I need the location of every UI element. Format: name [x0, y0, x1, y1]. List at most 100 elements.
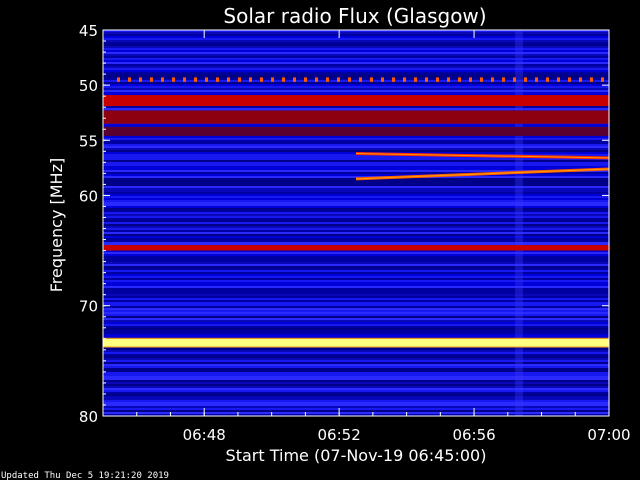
noise-stripe	[103, 212, 609, 214]
noise-stripe	[103, 394, 609, 396]
noise-stripe	[103, 336, 609, 338]
noise-stripe	[103, 184, 609, 186]
noise-stripe	[103, 170, 609, 172]
noise-stripe	[103, 370, 609, 372]
noise-stripe	[103, 52, 609, 54]
noise-stripe	[103, 318, 609, 320]
noise-stripe	[103, 182, 609, 184]
band-dot	[194, 77, 197, 82]
noise-stripe	[103, 378, 609, 380]
band-dot	[480, 77, 483, 82]
noise-stripe	[103, 262, 609, 264]
noise-stripe	[103, 78, 609, 80]
noise-stripe	[103, 274, 609, 276]
plot-area	[102, 29, 610, 417]
noise-stripe	[103, 322, 609, 324]
band-dot	[348, 77, 351, 82]
band-dot	[172, 77, 175, 82]
band-dot	[117, 77, 120, 82]
noise-stripe	[103, 70, 609, 72]
noise-stripe	[103, 92, 609, 94]
band-dot	[249, 77, 252, 82]
noise-stripe	[103, 356, 609, 358]
noise-stripe	[103, 254, 609, 256]
band-dot	[557, 77, 560, 82]
noise-stripe	[103, 382, 609, 384]
noise-stripe	[103, 216, 609, 218]
emission-bands	[103, 77, 609, 348]
background-stripes	[103, 30, 609, 416]
noise-stripe	[103, 126, 609, 128]
band-dot	[590, 77, 593, 82]
band-dot	[579, 77, 582, 82]
noise-stripe	[103, 186, 609, 188]
noise-stripe	[103, 314, 609, 316]
noise-stripe	[103, 226, 609, 228]
noise-stripe	[103, 68, 609, 70]
noise-stripe	[103, 300, 609, 302]
noise-stripe	[103, 146, 609, 148]
noise-stripe	[103, 74, 609, 76]
updated-timestamp: Updated Thu Dec 5 19:21:20 2019	[1, 471, 169, 480]
noise-stripe	[103, 268, 609, 270]
noise-stripe	[103, 138, 609, 140]
noise-stripe	[103, 374, 609, 376]
noise-stripe	[103, 256, 609, 258]
noise-stripe	[103, 162, 609, 164]
noise-stripe	[103, 124, 609, 126]
noise-stripe	[103, 80, 609, 82]
emission-band	[103, 110, 609, 124]
noise-stripe	[103, 266, 609, 268]
noise-stripe	[103, 332, 609, 334]
noise-stripe	[103, 294, 609, 296]
x-tick-label: 06:48	[183, 426, 226, 444]
noise-stripe	[103, 136, 609, 138]
noise-stripe	[103, 358, 609, 360]
noise-stripe	[103, 364, 609, 366]
noise-stripe	[103, 380, 609, 382]
noise-stripe	[103, 160, 609, 162]
radio-burst-core	[355, 153, 610, 159]
noise-stripe	[103, 218, 609, 220]
noise-stripe	[103, 196, 609, 198]
noise-stripe	[103, 30, 609, 32]
band-dot	[227, 77, 230, 82]
noise-stripe	[103, 354, 609, 356]
band-dot	[139, 77, 142, 82]
y-tick-label: 45	[79, 22, 98, 40]
noise-stripe	[103, 86, 609, 88]
band-dot	[447, 77, 450, 82]
noise-stripe	[103, 280, 609, 282]
noise-stripe	[103, 62, 609, 64]
noise-stripe	[103, 198, 609, 200]
noise-stripe	[103, 148, 609, 150]
noise-stripe	[103, 66, 609, 68]
noise-stripe	[103, 232, 609, 234]
noise-stripe	[103, 56, 609, 58]
noise-stripe	[103, 204, 609, 206]
noise-stripe	[103, 350, 609, 352]
band-dot	[535, 77, 538, 82]
noise-stripe	[103, 192, 609, 194]
noise-stripe	[103, 302, 609, 304]
noise-stripe	[103, 240, 609, 242]
band-dot	[568, 77, 571, 82]
noise-stripe	[103, 352, 609, 354]
noise-stripe	[103, 384, 609, 386]
y-tick-label: 50	[79, 77, 98, 95]
band-dot	[601, 77, 604, 82]
noise-stripe	[103, 324, 609, 326]
noise-stripe	[103, 222, 609, 224]
noise-stripe	[103, 396, 609, 398]
band-edge	[103, 346, 609, 348]
noise-stripe	[103, 298, 609, 300]
band-dot	[491, 77, 494, 82]
y-axis: 45 50 55 60 70 80	[79, 22, 609, 426]
noise-stripe	[103, 348, 609, 350]
noise-stripe	[103, 64, 609, 66]
noise-stripe	[103, 36, 609, 38]
noise-stripe	[103, 158, 609, 160]
noise-stripe	[103, 72, 609, 74]
y-tick-label: 60	[79, 187, 98, 205]
noise-stripe	[103, 288, 609, 290]
